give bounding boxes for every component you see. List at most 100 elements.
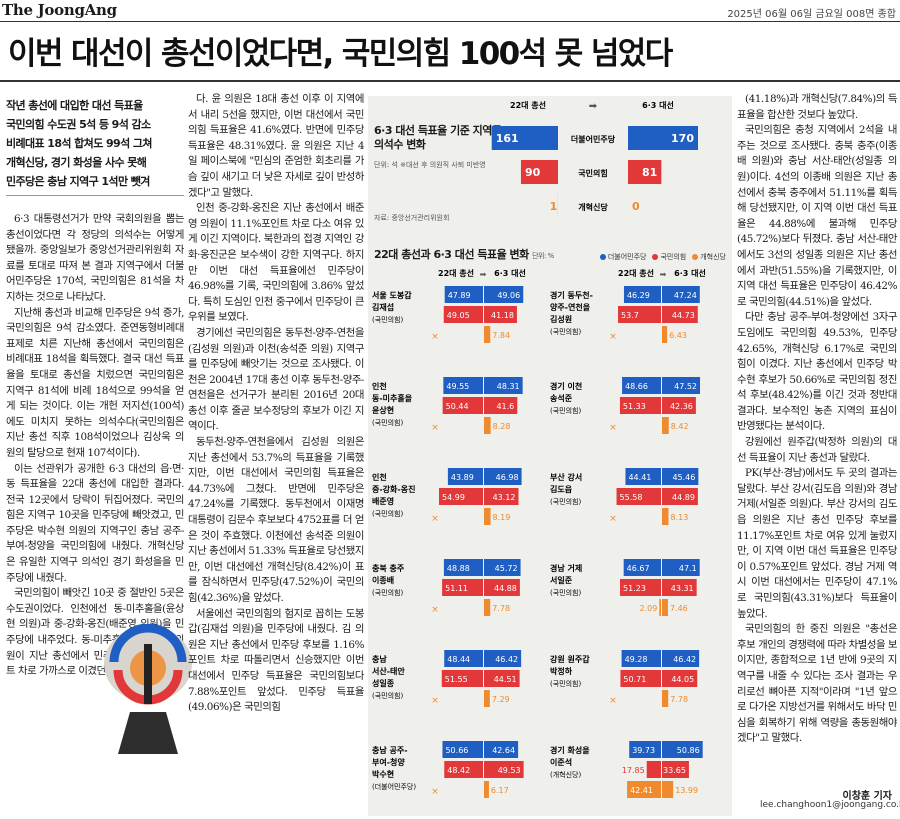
district-label: 이종배 (372, 575, 394, 585)
dem-bar (484, 468, 522, 485)
seat-bar-election (628, 160, 662, 184)
dem-bar (629, 741, 661, 758)
dateline: 2025년 06월 06일 금요일 008면 종합 (727, 9, 896, 20)
ppp-bar (484, 670, 520, 687)
vote-value: 47.24 (674, 291, 697, 300)
seat-bar-total (491, 126, 558, 150)
reform-bar (662, 690, 669, 707)
district-label: 부여-청양 (372, 757, 405, 767)
vote-value: 47.1 (679, 564, 697, 573)
district-label: 강원 원주갑 (550, 654, 590, 664)
reporter-email[interactable]: lee.changhoon1@joongang.co.kr (760, 800, 900, 810)
vote-value: 48.66 (625, 382, 648, 391)
district-label: 김도읍 (550, 484, 573, 494)
vote-value: 6.43 (669, 331, 687, 340)
vote-value: 48.31 (497, 382, 520, 391)
article-column-1: 6·3 대통령선거가 만약 국회의원을 뽑는 총선이었다면 각 정당의 의석수는… (6, 212, 184, 816)
reform-bar (659, 599, 661, 616)
legend-dot-reform (692, 254, 699, 260)
ppp-bar (616, 488, 661, 505)
vote-value: 50.71 (623, 675, 646, 684)
vote-value: 55.58 (620, 493, 643, 502)
dem-bar (622, 377, 661, 394)
vote-value: 7.78 (670, 695, 688, 704)
masthead: The JoongAng 2025년 06월 06일 금요일 008면 종합 (0, 0, 900, 22)
dem-bar (444, 650, 483, 667)
vote-value: 48.88 (447, 564, 470, 573)
dem-bar (484, 377, 523, 394)
district-label: 경남 거제 (550, 563, 582, 573)
summary-line: 개혁신당, 경기 화성을 사수 못해 (6, 156, 147, 169)
vote-value: 44.89 (672, 493, 695, 502)
period-label: 6·3 대선 (494, 268, 526, 278)
reform-bar (484, 690, 490, 707)
ppp-bar (442, 397, 483, 414)
vote-value: 53.7 (621, 311, 639, 320)
seat-bar-election (628, 126, 698, 150)
dem-bar (444, 286, 483, 303)
dem-bar (662, 377, 701, 394)
district-label: 중-강화-옹진 (372, 484, 415, 494)
vote-value: 49.28 (625, 655, 648, 664)
vote-value: 51.33 (623, 402, 646, 411)
district-label: 경기 이천 (550, 381, 582, 391)
district-label: 동-미추홀을 (372, 393, 413, 403)
dem-bar (443, 559, 483, 576)
vote-value: 49.55 (446, 382, 469, 391)
seat-value: 81 (642, 166, 657, 179)
district-label: 경기 화성을 (550, 745, 590, 755)
district-label: (국민의힘) (550, 588, 581, 597)
vote-value: 45.72 (495, 564, 518, 573)
vote-value: 42.64 (492, 746, 515, 755)
ppp-bar (620, 579, 661, 596)
vote-value: 7.29 (492, 695, 510, 704)
vote-value: 17.85 (622, 766, 645, 775)
district-label: 김성원 (550, 314, 572, 324)
arrow-icon: ➡ (660, 270, 667, 279)
article-column-2: 다. 윤 의원은 18대 총선 이후 이 지역에서 내리 5선을 했지만, 이번… (188, 92, 364, 816)
dem-bar (484, 741, 519, 758)
vote-value: 41.18 (491, 311, 514, 320)
no-candidate-mark: × (609, 332, 617, 342)
district-label: (국민의힘) (372, 691, 403, 700)
district-label: (국민의힘) (372, 418, 403, 427)
vote-value: 42.36 (670, 402, 693, 411)
paragraph: 인천 중-강화-옹진은 지난 총선에서 배준영 의원이 11.1%포인트 차로 … (188, 202, 364, 324)
vote-value: 48.42 (447, 766, 470, 775)
vote-value: 49.05 (447, 311, 470, 320)
seat-chart-source: 자료: 중앙선거관리위원회 (374, 214, 450, 222)
dem-bar (447, 468, 483, 485)
arrow-icon: ➡ (480, 270, 487, 279)
district-label: 배준영 (372, 496, 394, 506)
paragraph: 다. 윤 의원은 18대 총선 이후 이 지역에서 내리 5선을 했지만, 이번… (188, 93, 364, 199)
no-candidate-mark: × (609, 423, 617, 433)
ppp-bar (442, 579, 483, 596)
paragraph: 지난해 총선과 비교해 민주당은 9석 증가, 국민의힘은 9석 감소였다. 준… (6, 306, 184, 459)
ppp-bar (484, 488, 519, 505)
reform-bar (484, 508, 491, 525)
district-label: (국민의힘) (550, 497, 581, 506)
ppp-bar (619, 397, 661, 414)
district-label: 인천 (372, 381, 387, 391)
ppp-bar (441, 670, 483, 687)
district-label: 서산-태안 (372, 666, 405, 676)
district-label: (개혁신당) (550, 770, 581, 779)
dem-bar (662, 650, 700, 667)
district-label: 충남 공주- (372, 745, 408, 755)
district-label: (국민의힘) (550, 406, 581, 415)
reform-bar (484, 417, 491, 434)
reform-bar (484, 599, 491, 616)
summary-line: 작년 총선에 대입한 대선 득표율 (6, 99, 143, 112)
ppp-bar (484, 579, 520, 596)
dem-bar (662, 286, 700, 303)
district-label: 김재섭 (372, 302, 394, 312)
vote-value: 33.65 (663, 766, 686, 775)
ppp-bar (443, 306, 483, 323)
period-label: 22대 총선 (510, 100, 546, 110)
seat-value: 0 (632, 200, 640, 213)
ppp-bar (484, 306, 517, 323)
ppp-bar (620, 670, 661, 687)
reform-bar (662, 417, 669, 434)
no-candidate-mark: × (609, 514, 617, 524)
